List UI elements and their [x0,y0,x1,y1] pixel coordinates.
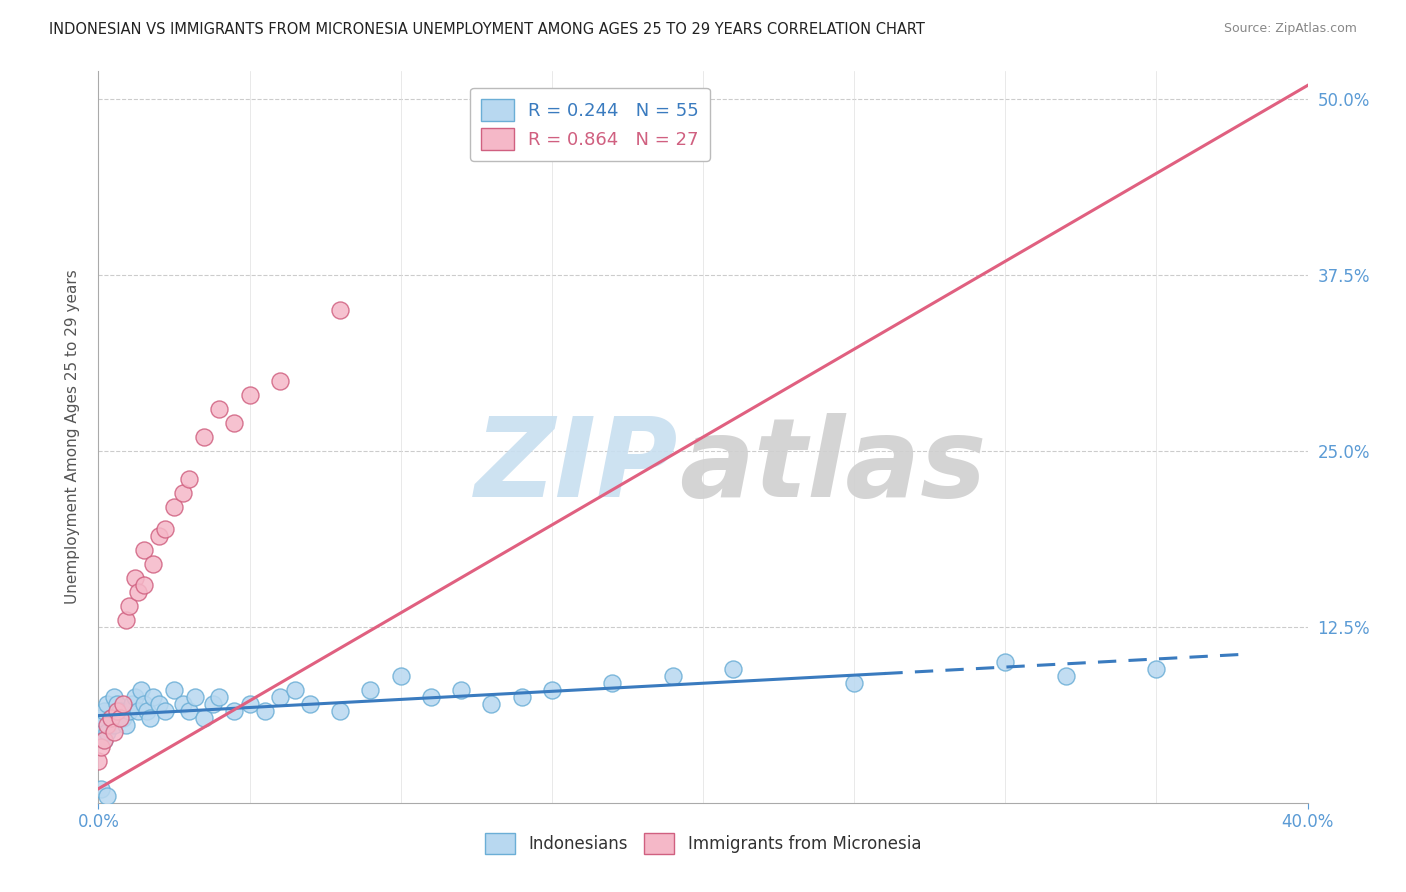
Point [994,655,1017,669]
Point [105,711,128,725]
Point [510,690,533,705]
Point [93,732,115,747]
Point [540,683,562,698]
Point [179,705,201,719]
Point [96,698,118,712]
Point [661,669,683,683]
Point [103,718,125,732]
Legend: R = 0.244   N = 55, R = 0.864   N = 27: R = 0.244 N = 55, R = 0.864 N = 27 [470,87,710,161]
Point [299,698,322,712]
Point [96,725,118,739]
Point [360,683,382,698]
Point [90,739,112,754]
Point [1054,669,1077,683]
Point [135,705,157,719]
Point [224,705,246,719]
Point [139,711,162,725]
Point [103,725,125,739]
Point [1144,662,1167,676]
Point [844,676,866,690]
Point [153,705,176,719]
Point [172,486,194,500]
Text: ZIP: ZIP [475,413,679,520]
Text: INDONESIAN VS IMMIGRANTS FROM MICRONESIA UNEMPLOYMENT AMONG AGES 25 TO 29 YEARS : INDONESIAN VS IMMIGRANTS FROM MICRONESIA… [49,22,925,37]
Point [142,557,165,571]
Point [269,690,291,705]
Point [269,374,291,388]
Point [193,430,215,444]
Point [100,711,122,725]
Point [100,711,122,725]
Point [389,669,412,683]
Point [132,578,155,592]
Point [108,705,131,719]
Point [148,528,170,542]
Point [450,683,472,698]
Point [132,542,155,557]
Point [118,705,141,719]
Point [193,711,215,725]
Point [96,718,118,732]
Point [90,781,112,796]
Point [96,789,118,803]
Point [118,599,141,613]
Point [93,705,115,719]
Point [111,711,134,725]
Point [329,705,352,719]
Point [87,754,110,768]
Point [93,732,115,747]
Point [90,711,112,725]
Point [111,698,134,712]
Point [253,705,276,719]
Point [153,521,176,535]
Point [124,690,146,705]
Point [114,718,136,732]
Point [108,711,131,725]
Point [202,698,225,712]
Point [127,705,149,719]
Point [103,690,125,705]
Point [179,472,201,486]
Point [208,690,231,705]
Point [105,698,128,712]
Point [481,698,503,712]
Point [132,698,155,712]
Point [124,571,146,585]
Point [723,662,745,676]
Point [224,416,246,430]
Point [208,401,231,416]
Point [602,676,624,690]
Point [239,698,262,712]
Y-axis label: Unemployment Among Ages 25 to 29 years: Unemployment Among Ages 25 to 29 years [65,269,80,605]
Point [284,683,307,698]
Point [420,690,443,705]
Point [105,705,128,719]
Point [87,718,110,732]
Text: atlas: atlas [679,413,986,520]
Text: Source: ZipAtlas.com: Source: ZipAtlas.com [1223,22,1357,36]
Point [163,500,186,515]
Point [114,613,136,627]
Point [127,584,149,599]
Point [121,698,143,712]
Point [239,388,262,402]
Point [172,698,194,712]
Point [142,690,165,705]
Point [163,683,186,698]
Point [184,690,207,705]
Point [129,683,152,698]
Point [148,698,170,712]
Point [329,303,352,318]
